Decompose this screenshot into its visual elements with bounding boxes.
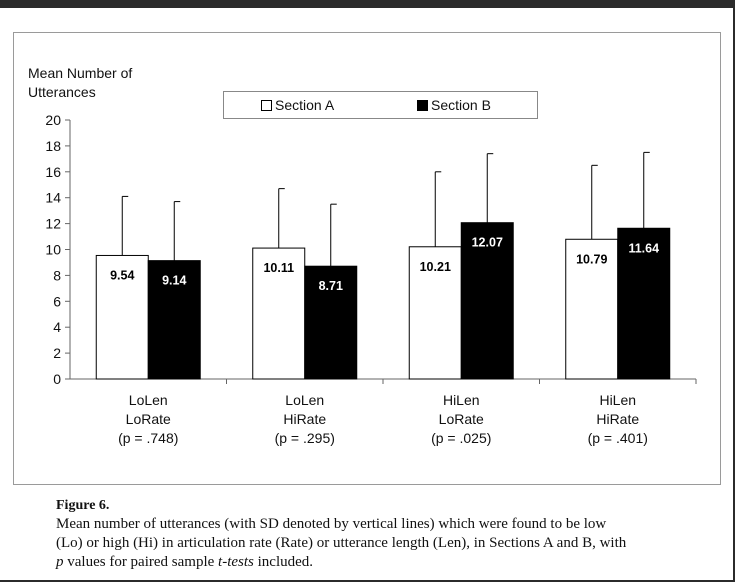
- y-tick-label: 12: [45, 216, 61, 232]
- caption-t-tests-italic: t-tests: [218, 554, 254, 570]
- caption-title: Figure 6.: [56, 498, 110, 513]
- category-label-line: LoLen: [285, 392, 324, 408]
- bar-value-label: 11.64: [628, 241, 659, 255]
- category-label-line: (p = .401): [588, 430, 648, 446]
- y-tick-label: 8: [53, 267, 61, 283]
- category-label-line: HiLen: [599, 392, 636, 408]
- y-tick-label: 10: [45, 242, 61, 258]
- legend-item-section-b: Section B: [417, 97, 491, 113]
- bar-value-label: 9.54: [110, 268, 134, 282]
- y-tick-label: 14: [45, 190, 61, 206]
- figure-frame: Mean Number of Utterances 0 2 4 6 8 10 12 14 16 18…: [0, 8, 733, 580]
- y-tick-label: 20: [45, 112, 61, 128]
- bar-value-label: 10.79: [576, 252, 607, 266]
- y-tick-label: 6: [53, 293, 61, 309]
- category-label-line: HiRate: [596, 411, 639, 427]
- category-label-line: HiRate: [283, 411, 326, 427]
- y-axis-label-line: Utterances: [28, 84, 96, 100]
- bar-value-label: 12.07: [472, 236, 503, 250]
- category-label-line: (p = .025): [431, 430, 491, 446]
- bars: 9.54 9.14 10.11 8.71 10.21 12.07 10.79 11.64: [95, 151, 671, 380]
- bar: [408, 246, 462, 380]
- category-label-line: LoRate: [126, 411, 171, 427]
- bar-value-label: 10.21: [420, 260, 451, 274]
- bar-value-label: 8.71: [319, 279, 343, 293]
- legend: Section A Section B: [223, 91, 538, 119]
- y-tick-label: 0: [53, 371, 61, 387]
- y-tick-label: 4: [53, 319, 61, 335]
- legend-item-section-a: Section A: [261, 97, 334, 113]
- bar-value-label: 10.11: [263, 261, 294, 275]
- figure-caption: Figure 6. Mean number of utterances (wit…: [56, 496, 716, 572]
- caption-p-italic: p: [56, 554, 64, 570]
- bar: [147, 260, 201, 380]
- caption-line-2: (Lo) or high (Hi) in articulation rate (…: [56, 535, 627, 551]
- plot-area-border: [13, 32, 721, 485]
- caption-line-3-end: included.: [253, 554, 314, 570]
- bar-chart: Mean Number of Utterances 0 2 4 6 8 10 12 14 16 18…: [28, 65, 697, 446]
- bar: [460, 222, 514, 380]
- category-label-line: LoLen: [129, 392, 168, 408]
- bar: [304, 265, 358, 380]
- legend-swatch-section-a: [261, 99, 272, 111]
- y-tick-label: 18: [45, 138, 61, 154]
- category-labels: LoLen LoRate (p = .748) LoLen HiRate (p = .29…: [118, 392, 648, 446]
- caption-line-3: p values for paired sample t-tests inclu…: [56, 553, 716, 572]
- y-tick-label: 2: [53, 345, 61, 361]
- category-label-line: (p = .748): [118, 430, 178, 446]
- y-tick-label: 16: [45, 164, 61, 180]
- bar: [617, 227, 671, 380]
- caption-line-3-mid: values for paired sample: [63, 554, 219, 570]
- category-label-line: HiLen: [443, 392, 480, 408]
- legend-label-section-a: Section A: [275, 97, 335, 113]
- caption-line-1: Mean number of utterances (with SD denot…: [56, 516, 607, 532]
- bar: [95, 254, 149, 380]
- category-label-line: LoRate: [439, 411, 484, 427]
- y-axis-label: Mean Number of Utterances: [28, 65, 132, 100]
- legend-swatch-section-b: [417, 99, 428, 111]
- bar-value-label: 9.14: [162, 274, 186, 288]
- bar: [565, 238, 619, 380]
- legend-label-section-b: Section B: [431, 97, 491, 113]
- category-label-line: (p = .295): [275, 430, 335, 446]
- y-axis-label-line: Mean Number of: [28, 65, 132, 81]
- y-ticks: 0 2 4 6 8 10 12 14 16 18 20: [45, 112, 70, 387]
